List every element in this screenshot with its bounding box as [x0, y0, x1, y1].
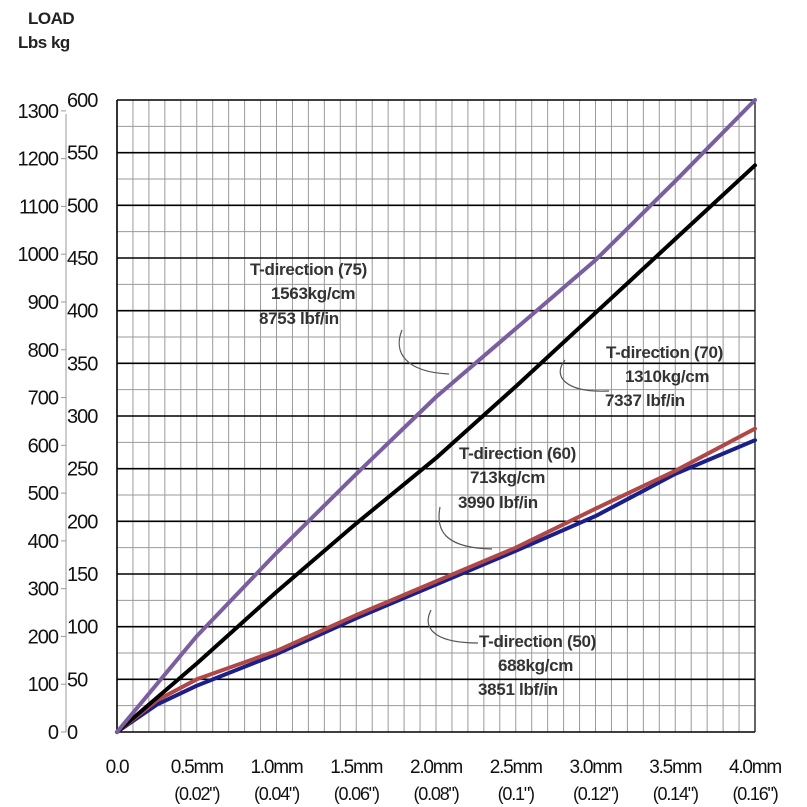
y-tick-label-kg: 200: [67, 511, 98, 533]
x-tick-label: 0.0: [106, 757, 129, 778]
annotation-label: 713kg/cm: [470, 468, 545, 487]
annotation-label: T-direction (60): [459, 444, 576, 463]
x-tick-sublabel: (0.14"): [653, 784, 698, 804]
x-tick-sublabel: (0.1"): [498, 784, 534, 804]
y-tick-label-kg: 300: [67, 406, 98, 428]
annotation-label: 3990 lbf/in: [458, 493, 538, 512]
y-tick-label-lbs: 100: [28, 674, 59, 696]
annotation-label: 8753 lbf/in: [259, 309, 339, 328]
x-tick-sublabel: (0.16"): [732, 784, 777, 804]
y-tick-label-lbs: 1100: [19, 196, 59, 218]
y-tick-label-kg: 550: [67, 143, 98, 165]
y-tick-label-kg: 350: [67, 353, 98, 375]
annotation-leader: [559, 359, 610, 392]
y-tick-label-lbs: 500: [28, 483, 59, 505]
series-line: [115, 98, 757, 734]
y-tick-label-lbs: 700: [28, 388, 59, 410]
y-tick-label-kg: 400: [67, 301, 98, 323]
y-tick-label-kg: 50: [67, 669, 88, 691]
x-tick-sublabel: (0.08"): [413, 784, 458, 804]
x-tick-sublabel: (0.06"): [334, 784, 379, 804]
y-tick-label-kg: 150: [67, 564, 98, 586]
y-tick-label-kg: 500: [67, 195, 98, 217]
y-tick-label-lbs: 0: [48, 722, 59, 744]
x-tick-label: 4.0mm: [729, 757, 781, 778]
y-tick-label-lbs: 200: [28, 626, 59, 648]
y-tick-label-lbs: 800: [28, 340, 59, 362]
annotation-leader: [438, 506, 493, 550]
annotation-label: T-direction (75): [250, 260, 367, 279]
y-tick-label-kg: 600: [67, 90, 98, 112]
y-axis-title: LOAD: [28, 9, 75, 28]
annotation-label: 3851 lbf/in: [478, 680, 558, 699]
series-line: [115, 163, 757, 734]
annotation-label: 1563kg/cm: [271, 284, 355, 303]
x-tick-sublabel: (0.04"): [254, 784, 299, 804]
y-tick-label-lbs: 600: [28, 435, 59, 457]
x-tick-sublabel: (0.02"): [174, 784, 219, 804]
y-tick-label-lbs: 300: [28, 579, 59, 601]
series-line: [115, 426, 757, 734]
y-tick-label-kg: 450: [67, 248, 98, 270]
y-tick-label-kg: 100: [67, 617, 98, 639]
x-tick-label: 2.5mm: [490, 757, 542, 778]
x-tick-label: 1.0mm: [250, 757, 302, 778]
y-tick-label-kg: 250: [67, 459, 98, 481]
x-tick-label: 0.5mm: [171, 757, 223, 778]
annotation-leader: [427, 609, 479, 644]
annotation-label: 1310kg/cm: [625, 367, 709, 386]
y-tick-label-lbs: 900: [28, 292, 59, 314]
annotation-label: T-direction (50): [479, 632, 596, 651]
x-tick-sublabel: (0.12"): [573, 784, 618, 804]
y-tick-label-lbs: 1300: [18, 101, 59, 123]
annotation-label: 688kg/cm: [498, 656, 573, 675]
y-tick-label-lbs: 1000: [18, 244, 59, 266]
y-tick-label-lbs: 1200: [18, 149, 59, 171]
annotation-leader: [398, 329, 450, 375]
x-tick-label: 2.0mm: [410, 757, 462, 778]
x-tick-label: 1.5mm: [330, 757, 382, 778]
x-tick-label: 3.0mm: [569, 757, 621, 778]
x-tick-label: 3.5mm: [649, 757, 701, 778]
y-tick-label-kg: 0: [67, 722, 78, 744]
series-line: [115, 438, 757, 734]
annotation-label: 7337 lbf/in: [605, 391, 685, 410]
y-axis-units: Lbs kg: [18, 33, 70, 52]
y-tick-label-lbs: 400: [28, 531, 59, 553]
annotation-label: T-direction (70): [606, 343, 723, 362]
